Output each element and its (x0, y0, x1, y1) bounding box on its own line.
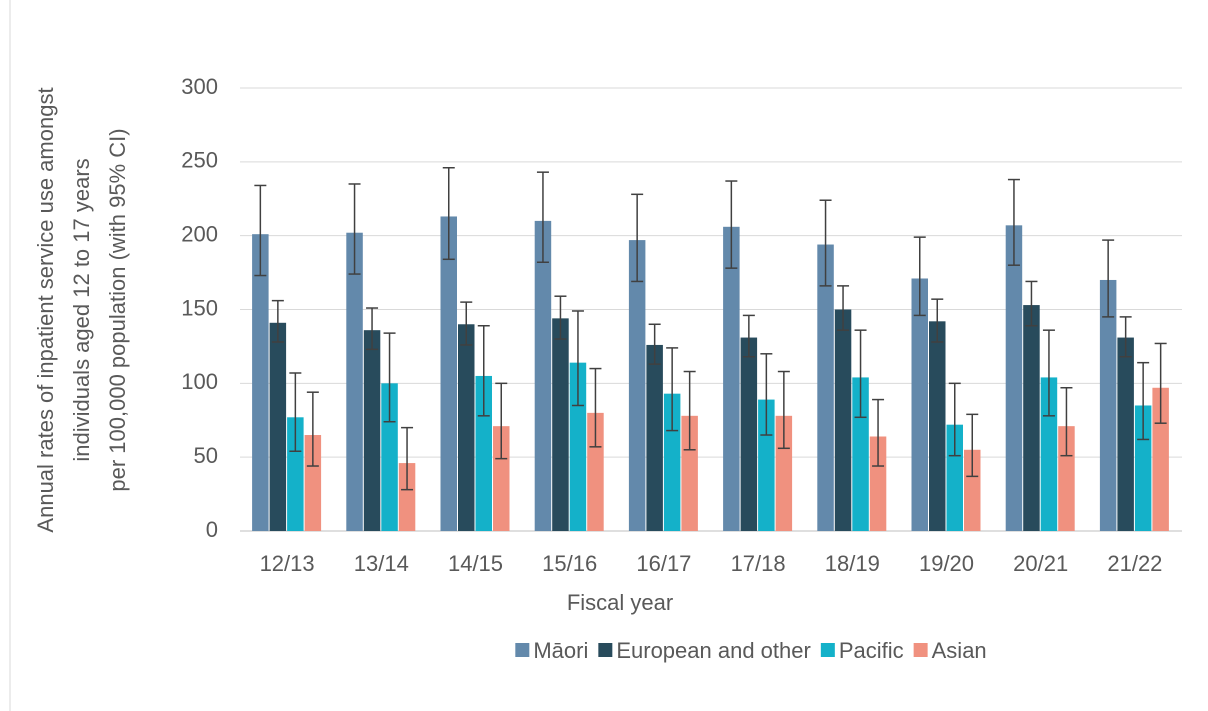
y-axis-label: individuals aged 12 to 17 years (69, 158, 94, 461)
bar (346, 232, 363, 532)
x-tick-label: 19/20 (919, 551, 974, 576)
y-tick-label: 50 (194, 443, 218, 468)
bar (440, 216, 457, 531)
bar (1117, 337, 1134, 531)
bar (628, 240, 646, 531)
legend-swatch (515, 643, 530, 657)
bar (458, 324, 475, 531)
bar (304, 435, 322, 531)
bar (475, 375, 492, 531)
bar (1058, 426, 1075, 531)
bar (929, 321, 946, 531)
bar (852, 377, 869, 531)
legend-swatch (820, 643, 835, 657)
bar (663, 393, 681, 531)
y-axis-label: per 100,000 population (with 95% CI) (105, 128, 130, 491)
bar (646, 344, 663, 531)
bar (1005, 225, 1023, 531)
x-tick-label: 17/18 (731, 551, 786, 576)
bar (964, 449, 981, 531)
legend-label: Asian (932, 638, 987, 663)
x-tick-label: 18/19 (825, 551, 880, 576)
bar (681, 415, 698, 531)
x-tick-label: 16/17 (636, 551, 691, 576)
bar (534, 220, 552, 531)
y-tick-label: 150 (181, 295, 218, 320)
y-tick-label: 300 (181, 74, 218, 99)
bar (1023, 305, 1040, 531)
x-tick-label: 20/21 (1013, 551, 1068, 576)
y-tick-label: 250 (181, 148, 218, 173)
y-tick-label: 100 (181, 369, 218, 394)
bar (587, 412, 604, 531)
bar (740, 337, 758, 531)
bar (1099, 279, 1117, 531)
bar (834, 309, 852, 531)
x-tick-label: 13/14 (354, 551, 409, 576)
x-tick-label: 12/13 (260, 551, 315, 576)
x-tick-label: 21/22 (1107, 551, 1162, 576)
bar (1134, 405, 1152, 531)
bar (269, 322, 287, 531)
legend-swatch (598, 643, 613, 657)
y-axis-label: Annual rates of inpatient service use am… (33, 87, 58, 532)
x-axis-label: Fiscal year (567, 590, 673, 615)
bar (252, 234, 269, 531)
bar (381, 383, 398, 531)
bar (869, 436, 887, 531)
legend-label: Māori (533, 638, 588, 663)
legend-swatch (913, 643, 928, 657)
y-tick-label: 200 (181, 221, 218, 246)
legend-label: European and other (616, 638, 811, 663)
bar (911, 278, 928, 531)
y-tick-label: 0 (206, 517, 218, 542)
bar (287, 417, 304, 531)
bar (946, 424, 963, 531)
bar (758, 399, 775, 531)
legend: Māori European and other Pacific Asian (515, 638, 987, 663)
bar (723, 226, 740, 531)
bar (493, 426, 510, 531)
bar (552, 318, 569, 531)
bar (398, 463, 416, 531)
bar (363, 330, 381, 531)
bar (775, 415, 793, 531)
bar (817, 244, 834, 531)
x-tick-label: 15/16 (542, 551, 597, 576)
x-tick-label: 14/15 (448, 551, 503, 576)
legend-label: Pacific (839, 638, 904, 663)
